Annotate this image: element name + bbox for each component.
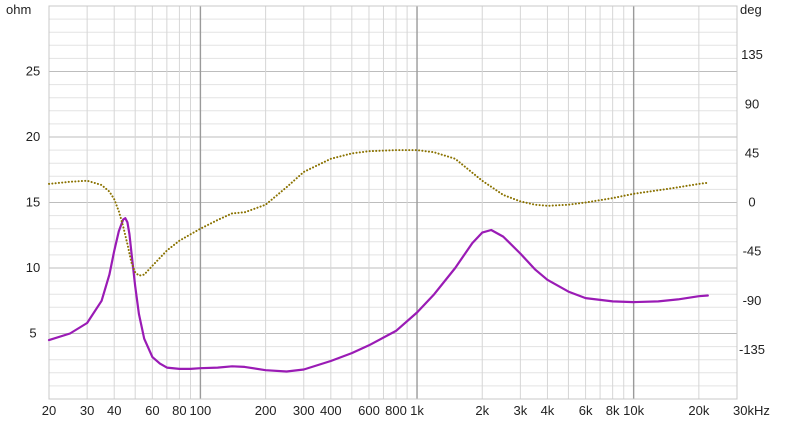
tick-labels: ohm deg 5 10 15 20 25 -135 -90 -45 0 45 90 135 20 30 4… — [6, 2, 770, 418]
x-axis-tick-label: 30kHz — [733, 403, 770, 418]
x-axis-tick-label: 600 — [358, 403, 380, 418]
series-layer — [47, 149, 709, 373]
x-axis-tick-label: 3k — [514, 403, 528, 418]
right-axis-tick-label: 135 — [741, 47, 763, 62]
right-axis-tick-label: 45 — [745, 145, 759, 160]
x-axis-tick-label: 8k — [606, 403, 620, 418]
grid — [49, 6, 737, 399]
x-axis-tick-label: 300 — [293, 403, 315, 418]
x-axis-tick-label: 100 — [190, 403, 212, 418]
x-axis-tick-label: 10k — [623, 403, 644, 418]
left-axis-tick-label: 5 — [29, 326, 36, 341]
right-axis-tick-label: -45 — [743, 244, 762, 259]
left-axis-unit-label: ohm — [6, 2, 31, 17]
right-axis-unit-label: deg — [740, 2, 762, 17]
left-axis-tick-label: 10 — [26, 260, 40, 275]
x-axis-tick-label: 2k — [475, 403, 489, 418]
left-axis-tick-label: 15 — [26, 195, 40, 210]
right-axis-tick-label: -90 — [743, 293, 762, 308]
plot-frame — [48, 5, 738, 400]
x-axis-tick-label: 20 — [42, 403, 56, 418]
x-axis-tick-label: 80 — [172, 403, 186, 418]
x-axis-tick-label: 20k — [688, 403, 709, 418]
x-axis-tick-label: 800 — [385, 403, 407, 418]
left-axis-tick-label: 20 — [26, 129, 40, 144]
x-axis-tick-label: 4k — [541, 403, 555, 418]
x-axis-tick-label: 60 — [145, 403, 159, 418]
impedance-curve — [47, 217, 709, 373]
x-axis-tick-label: 30 — [80, 403, 94, 418]
phase-curve — [48, 149, 709, 277]
x-axis-tick-label: 40 — [107, 403, 121, 418]
x-axis-tick-label: 1k — [410, 403, 424, 418]
right-axis-tick-label: 90 — [745, 96, 759, 111]
left-axis-tick-label: 25 — [26, 64, 40, 79]
right-axis-tick-label: 0 — [748, 195, 755, 210]
x-axis-tick-label: 200 — [255, 403, 277, 418]
right-axis-tick-label: -135 — [739, 342, 765, 357]
x-axis-tick-label: 400 — [320, 403, 342, 418]
x-axis-tick-label: 6k — [579, 403, 593, 418]
